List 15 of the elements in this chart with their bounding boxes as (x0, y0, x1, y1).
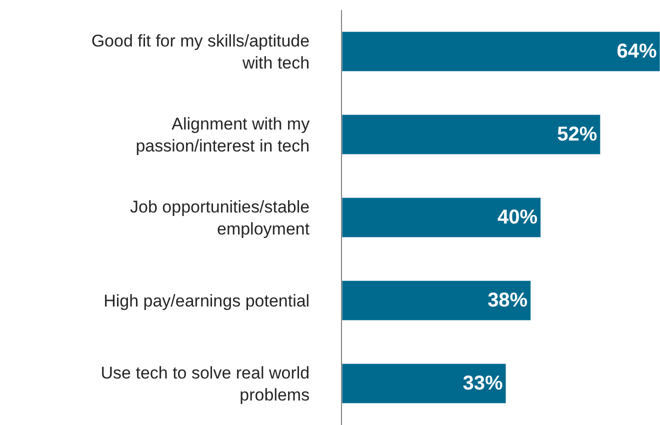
y-tick-label: Use tech to solve real world problems (100, 363, 310, 404)
y-tick-label: Good fit for my skills/aptitude with tech (91, 31, 310, 72)
bar (342, 280, 532, 321)
data-label: 52% (557, 124, 598, 146)
bar (342, 197, 541, 238)
data-label: 40% (498, 206, 538, 228)
y-tick-label: Alignment with my passion/interest in tech (136, 114, 310, 156)
data-label: 33% (462, 372, 503, 394)
y-tick-label: High pay/earnings potential (104, 291, 310, 310)
data-label: 38% (488, 290, 528, 312)
data-label: 64% (616, 40, 657, 62)
bar (342, 31, 660, 72)
bar (342, 363, 506, 404)
bar (342, 114, 601, 155)
y-tick-label: Job opportunities/stable employment (130, 197, 310, 238)
